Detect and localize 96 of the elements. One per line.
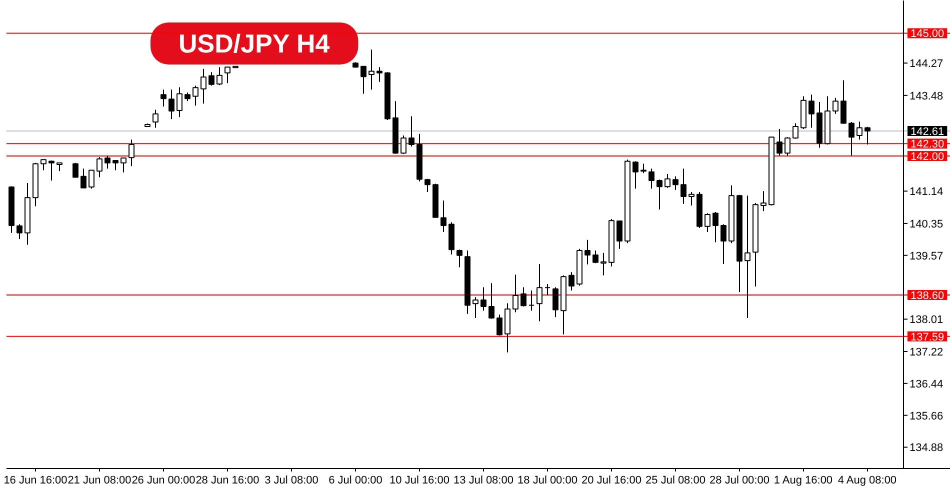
candlestick bbox=[840, 80, 846, 124]
candlestick bbox=[520, 286, 526, 307]
candlestick bbox=[152, 109, 158, 128]
x-tick-label: 28 Jun 16:00 bbox=[196, 474, 260, 486]
y-tick-label: 136.44 bbox=[910, 378, 944, 390]
candlestick bbox=[168, 89, 174, 120]
candlestick bbox=[648, 168, 654, 190]
candlestick bbox=[424, 178, 430, 192]
candlestick bbox=[640, 163, 646, 174]
candlestick bbox=[496, 314, 502, 336]
candlestick bbox=[832, 97, 838, 114]
candlestick bbox=[536, 263, 542, 322]
candlestick bbox=[472, 296, 478, 318]
ref-line-label: 142.30 bbox=[910, 138, 944, 151]
candlestick bbox=[176, 86, 182, 118]
candlestick bbox=[704, 212, 710, 233]
candlestick bbox=[80, 168, 86, 188]
ref-line-label: 142.61 bbox=[910, 126, 944, 138]
candlestick bbox=[408, 116, 414, 148]
candlestick bbox=[656, 179, 662, 210]
y-tick-label: 134.88 bbox=[910, 442, 944, 454]
x-tick-label: 25 Jul 08:00 bbox=[646, 474, 706, 486]
candlestick bbox=[856, 121, 862, 140]
candlestick bbox=[112, 160, 118, 171]
candlestick bbox=[400, 135, 406, 154]
candlestick bbox=[632, 160, 638, 190]
candlestick bbox=[616, 220, 622, 250]
candlestick bbox=[224, 66, 230, 84]
x-tick-label: 16 Jun 16:00 bbox=[4, 474, 68, 486]
candlestick bbox=[128, 139, 134, 167]
x-tick-label: 20 Jul 16:00 bbox=[582, 474, 642, 486]
candlestick bbox=[88, 170, 94, 190]
candlestick bbox=[776, 128, 782, 156]
candlestick bbox=[672, 176, 678, 190]
text: USD/JPY H4 bbox=[178, 28, 330, 58]
x-tick-label: 10 Jul 16:00 bbox=[390, 474, 450, 486]
candlestick bbox=[528, 290, 534, 312]
candlestick bbox=[592, 250, 598, 264]
candlestick bbox=[720, 224, 726, 264]
candlestick bbox=[784, 136, 790, 156]
candlestick bbox=[192, 85, 198, 106]
candlestick bbox=[456, 249, 462, 268]
x-tick-label: 13 Jul 08:00 bbox=[454, 474, 514, 486]
candlestick bbox=[744, 195, 750, 318]
y-tick-label: 140.35 bbox=[910, 218, 944, 230]
x-tick-label: 4 Aug 08:00 bbox=[838, 474, 897, 486]
ref-line-label: 138.60 bbox=[910, 290, 944, 302]
y-tick-label: 138.01 bbox=[910, 314, 944, 326]
candlestick bbox=[568, 272, 574, 292]
candlestick bbox=[688, 191, 694, 206]
candlestick bbox=[760, 190, 766, 212]
candlestick bbox=[360, 66, 366, 94]
candlestick bbox=[72, 162, 78, 178]
candlestick bbox=[48, 160, 54, 181]
y-tick-label: 143.48 bbox=[910, 90, 944, 102]
candlestick bbox=[480, 286, 486, 312]
y-tick-label: 139.57 bbox=[910, 250, 944, 262]
candlestick bbox=[488, 282, 494, 320]
candlestick bbox=[544, 284, 550, 296]
y-tick-label: 141.14 bbox=[910, 186, 944, 198]
candlestick bbox=[600, 252, 606, 276]
y-tick-label: 137.22 bbox=[910, 346, 944, 358]
candlestick bbox=[680, 168, 686, 204]
x-tick-label: 6 Jul 00:00 bbox=[328, 474, 382, 486]
candlestick bbox=[368, 49, 374, 90]
x-tick-label: 28 Jul 00:00 bbox=[710, 474, 770, 486]
candlestick bbox=[208, 72, 214, 86]
ref-line-label: 142.00 bbox=[910, 150, 944, 163]
y-tick-label: 135.66 bbox=[910, 410, 944, 422]
candlestick bbox=[512, 274, 518, 313]
candlestick bbox=[664, 173, 670, 188]
candlestick bbox=[160, 89, 166, 107]
candlestick bbox=[864, 126, 870, 145]
x-tick-label: 3 Jul 08:00 bbox=[264, 474, 318, 486]
candlestick bbox=[584, 239, 590, 265]
candlestick bbox=[440, 200, 446, 233]
candlestick bbox=[40, 159, 46, 171]
x-tick-label: 21 Jun 08:00 bbox=[68, 474, 132, 486]
candlestick bbox=[96, 156, 102, 178]
x-tick-label: 26 Jun 00:00 bbox=[132, 474, 196, 486]
candlestick bbox=[848, 122, 854, 156]
candlestick bbox=[120, 158, 126, 173]
candlestick bbox=[376, 66, 382, 82]
x-tick-label: 1 Aug 16:00 bbox=[774, 474, 833, 486]
candlestick bbox=[104, 155, 110, 170]
ref-line-label: 145.00 bbox=[910, 28, 944, 40]
ref-line-label: 137.59 bbox=[910, 331, 944, 344]
candlestick bbox=[712, 212, 718, 243]
candlestick bbox=[808, 94, 814, 128]
candlestick bbox=[552, 286, 558, 318]
candlestick bbox=[792, 122, 798, 140]
x-tick-label: 18 Jul 00:00 bbox=[518, 474, 578, 486]
candlestick bbox=[16, 224, 22, 240]
y-tick-label: 144.27 bbox=[910, 58, 944, 70]
candlestick bbox=[200, 68, 206, 104]
candlestick bbox=[216, 66, 222, 86]
